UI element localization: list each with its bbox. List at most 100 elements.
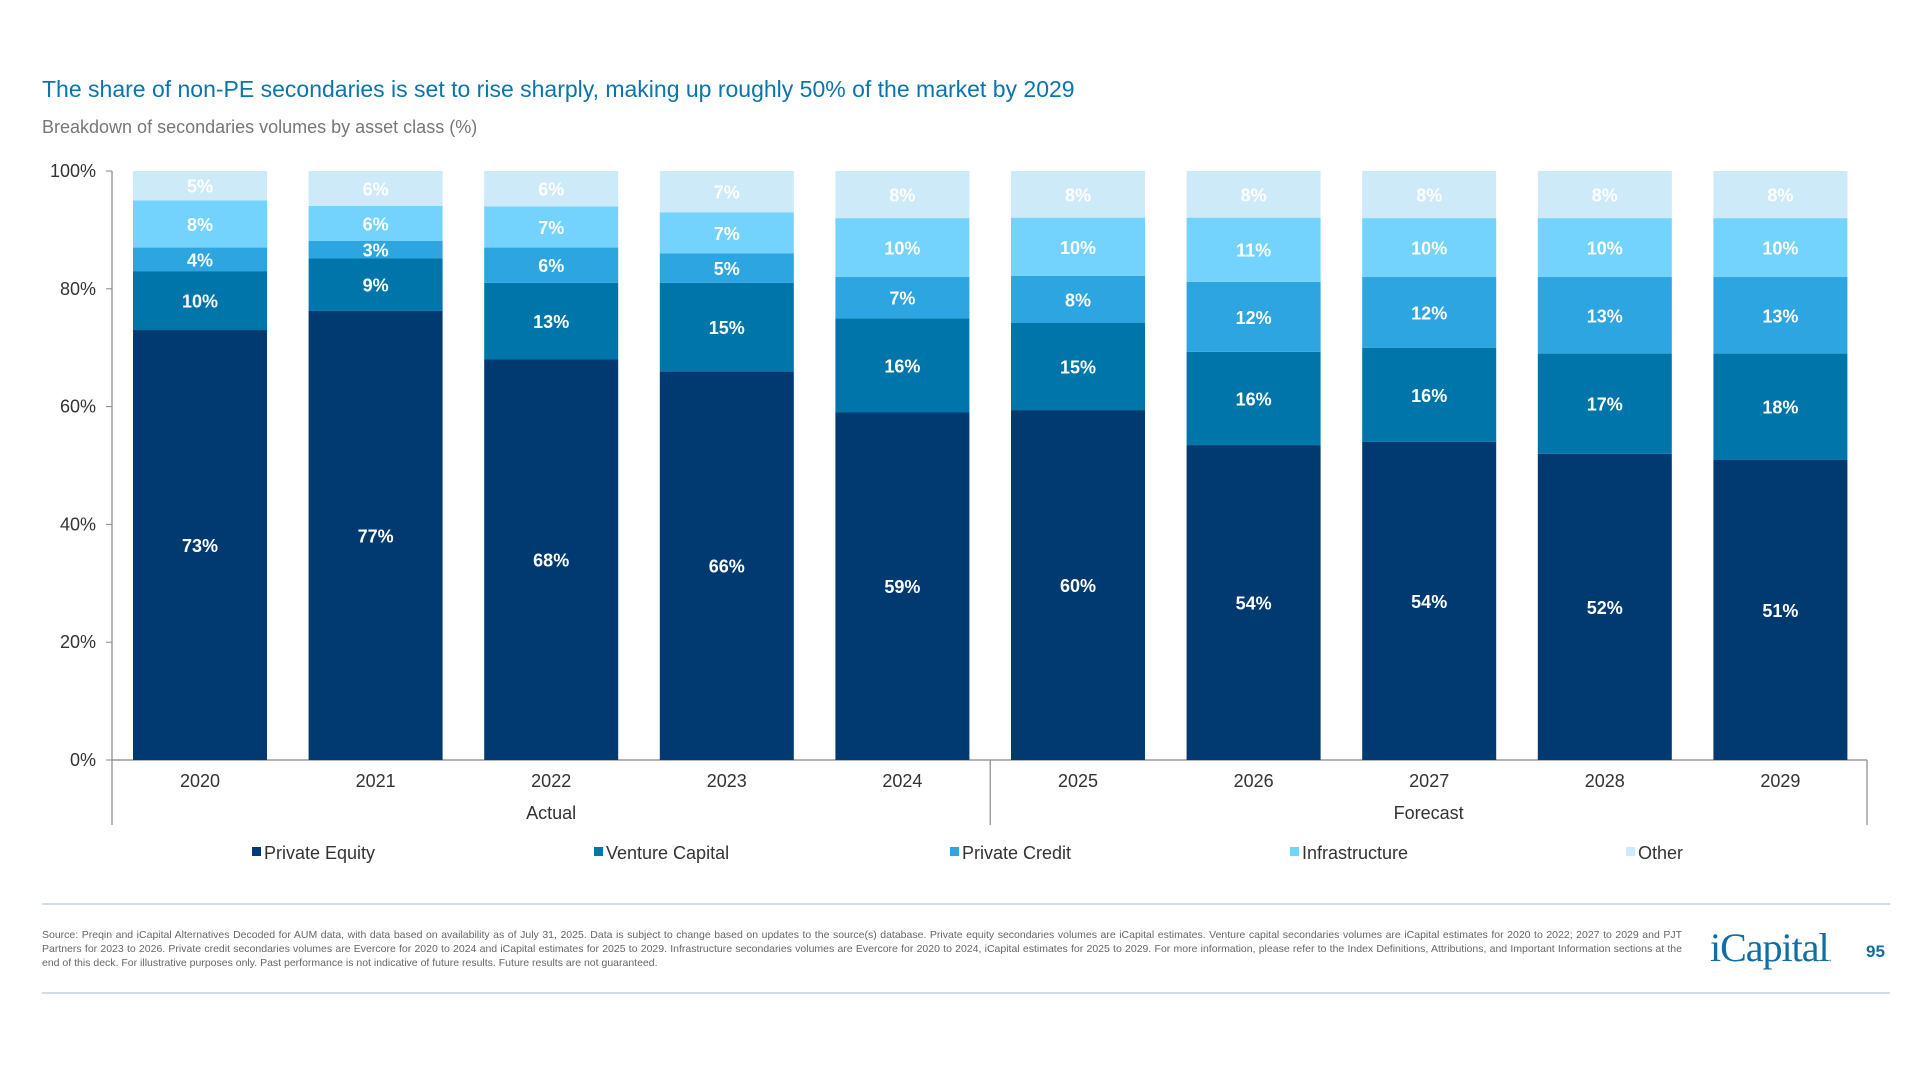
data-label: 6% [363,179,389,199]
icapital-logo: iCapital. [1710,925,1832,970]
bar-segment-venture-capital [308,258,443,311]
data-label: 7% [538,218,564,238]
bar-segment-infrastructure [659,212,794,254]
chart-title: The share of non-PE secondaries is set t… [42,76,1075,102]
x-tick-label: 2024 [882,771,922,791]
bar-segment-infrastructure [1186,217,1321,282]
data-label: 13% [1762,306,1798,326]
data-label: 8% [1065,290,1091,310]
divider-top [42,903,1890,905]
data-label: 16% [1411,386,1447,406]
data-label: 12% [1411,303,1447,323]
bar-segment-other [1011,171,1145,218]
group-label-actual: Actual [526,803,576,823]
chart-subtitle: Breakdown of secondaries volumes by asse… [42,117,478,137]
data-label: 8% [1065,185,1091,205]
data-label: 8% [1241,185,1267,205]
bar-segment-private-equity [1362,441,1497,760]
data-label: 77% [358,526,394,546]
data-label: 60% [1060,576,1096,596]
data-label: 15% [709,318,745,338]
data-label: 12% [1236,308,1272,328]
data-label: 54% [1411,592,1447,612]
data-label: 4% [187,250,213,270]
bar-segment-private-credit [1362,277,1497,348]
data-label: 5% [187,177,213,197]
data-label: 10% [1060,238,1096,258]
data-label: 59% [884,577,920,597]
bar-segment-private-credit [835,277,970,319]
x-tick-label: 2026 [1234,771,1274,791]
divider-bottom [42,992,1890,994]
bar-segment-venture-capital [659,282,794,372]
data-label: 10% [182,292,218,312]
y-tick-label: 40% [60,514,96,534]
bar-segment-infrastructure [1362,218,1497,278]
bar-segment-venture-capital [835,318,970,413]
legend-swatch [594,847,603,856]
data-label: 68% [533,551,569,571]
bar-segment-other [1713,171,1848,219]
data-label: 13% [533,312,569,332]
data-label: 7% [714,183,740,203]
bar-segment-infrastructure [835,218,970,278]
group-label-forecast: Forecast [1394,803,1464,823]
data-label: 52% [1587,598,1623,618]
legend-swatch [1626,847,1635,856]
bar-segment-private-equity [1186,445,1321,760]
bar-segment-private-equity [1537,453,1672,760]
y-tick-label: 20% [60,632,96,652]
bar-segment-venture-capital [484,282,619,360]
data-label: 7% [889,289,915,309]
bar-segment-venture-capital [1713,353,1848,460]
bar-segment-infrastructure [1713,218,1848,278]
data-label: 6% [538,256,564,276]
bar-segment-other [835,171,970,219]
bar-segment-private-credit [1011,275,1145,323]
x-tick-label: 2028 [1585,771,1625,791]
data-label: 18% [1762,398,1798,418]
bar-segment-infrastructure [308,205,443,241]
bar-segment-private-equity [484,359,619,760]
bar-segment-private-credit [1537,277,1672,354]
source-footnote: Source: Preqin and iCapital Alternatives… [42,929,1682,969]
bar-segment-other [133,171,267,201]
y-tick-label: 0% [70,750,96,770]
page-number: 95 [1866,942,1885,961]
legend-label: Private Credit [962,843,1071,863]
x-tick-label: 2027 [1409,771,1449,791]
data-label: 6% [363,214,389,234]
data-label: 8% [187,215,213,235]
y-tick-label: 100% [50,161,96,181]
data-label: 5% [714,259,740,279]
bar-segment-venture-capital [1186,351,1321,446]
data-label: 10% [1587,239,1623,259]
data-label: 51% [1762,601,1798,621]
bar-segment-infrastructure [133,200,267,248]
data-label: 10% [1762,239,1798,259]
bar-segment-infrastructure [484,206,619,248]
legend-label: Venture Capital [606,843,729,863]
x-tick-label: 2021 [356,771,396,791]
data-label: 13% [1587,306,1623,326]
x-tick-label: 2020 [180,771,220,791]
data-label: 8% [1767,186,1793,206]
x-tick-label: 2023 [707,771,747,791]
bar-segment-venture-capital [1011,322,1145,411]
data-label: 16% [1236,389,1272,409]
data-label: 8% [889,186,915,206]
bar-segment-infrastructure [1537,218,1672,278]
x-tick-label: 2029 [1760,771,1800,791]
bar-segment-infrastructure [1011,217,1145,276]
bar-segment-private-equity [308,310,443,760]
bar-segment-other [308,171,443,206]
data-label: 3% [363,241,389,261]
data-label: 54% [1236,594,1272,614]
legend-swatch [950,847,959,856]
data-label: 15% [1060,357,1096,377]
data-label: 10% [884,239,920,259]
data-label: 17% [1587,395,1623,415]
bar-segment-venture-capital [133,271,267,331]
bar-segment-other [1362,171,1497,219]
bar-segment-private-credit [133,247,267,272]
